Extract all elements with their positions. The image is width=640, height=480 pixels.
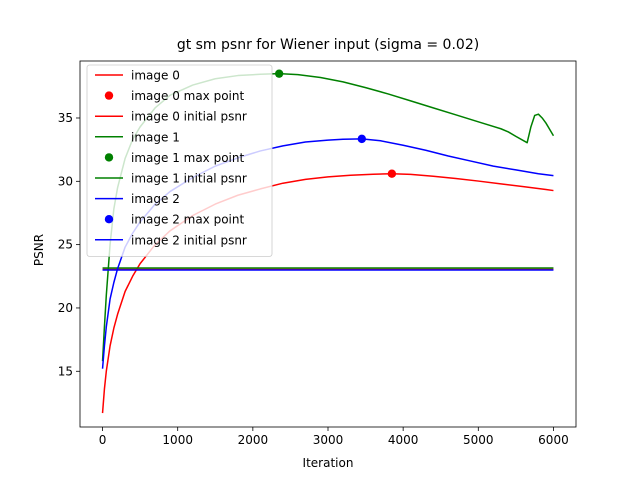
legend-marker-image-2-max-point bbox=[104, 215, 114, 224]
legend-label: image 1 bbox=[131, 130, 180, 144]
y-tick-label: 30 bbox=[58, 174, 73, 188]
axes: 0 1000 2000 3000 4000 5000 6000 15 20 25 30 35 bbox=[58, 60, 577, 447]
legend-label: image 0 initial psnr bbox=[131, 110, 247, 124]
y-tick-label: 35 bbox=[58, 111, 73, 125]
chart-title: gt sm psnr for Wiener input (sigma = 0.0… bbox=[177, 37, 479, 53]
y-tick-label: 25 bbox=[58, 238, 73, 252]
max-point-image-0-max-point bbox=[387, 169, 397, 178]
x-tick-label: 3000 bbox=[313, 433, 344, 447]
x-tick-label: 2000 bbox=[238, 433, 269, 447]
legend-label: image 0 bbox=[131, 69, 180, 83]
max-point-image-2-max-point bbox=[357, 134, 367, 144]
y-tick-label: 20 bbox=[58, 301, 73, 315]
x-tick-label: 4000 bbox=[388, 433, 419, 447]
y-tick-label: 15 bbox=[58, 364, 73, 378]
legend-label: image 2 max point bbox=[131, 213, 244, 227]
max-point-image-1-max-point bbox=[274, 69, 284, 78]
legend: image 0 image 0 max point image 0 initial … bbox=[86, 64, 273, 257]
x-axis-label: Iteration bbox=[303, 456, 354, 470]
y-axis-label: PSNR bbox=[32, 234, 46, 266]
legend-label: image 2 bbox=[131, 192, 180, 206]
legend-marker-image-1-max-point bbox=[104, 153, 114, 162]
legend-label: image 0 max point bbox=[131, 89, 244, 103]
x-tick-label: 0 bbox=[99, 433, 107, 447]
x-tick-label: 6000 bbox=[538, 433, 569, 447]
x-tick-label: 1000 bbox=[162, 433, 193, 447]
legend-marker-image-0-max-point bbox=[104, 91, 114, 100]
legend-box bbox=[86, 64, 273, 257]
legend-label: image 2 initial psnr bbox=[131, 233, 247, 247]
x-tick-label: 5000 bbox=[463, 433, 494, 447]
legend-label: image 1 initial psnr bbox=[131, 172, 247, 186]
legend-label: image 1 max point bbox=[131, 151, 244, 165]
